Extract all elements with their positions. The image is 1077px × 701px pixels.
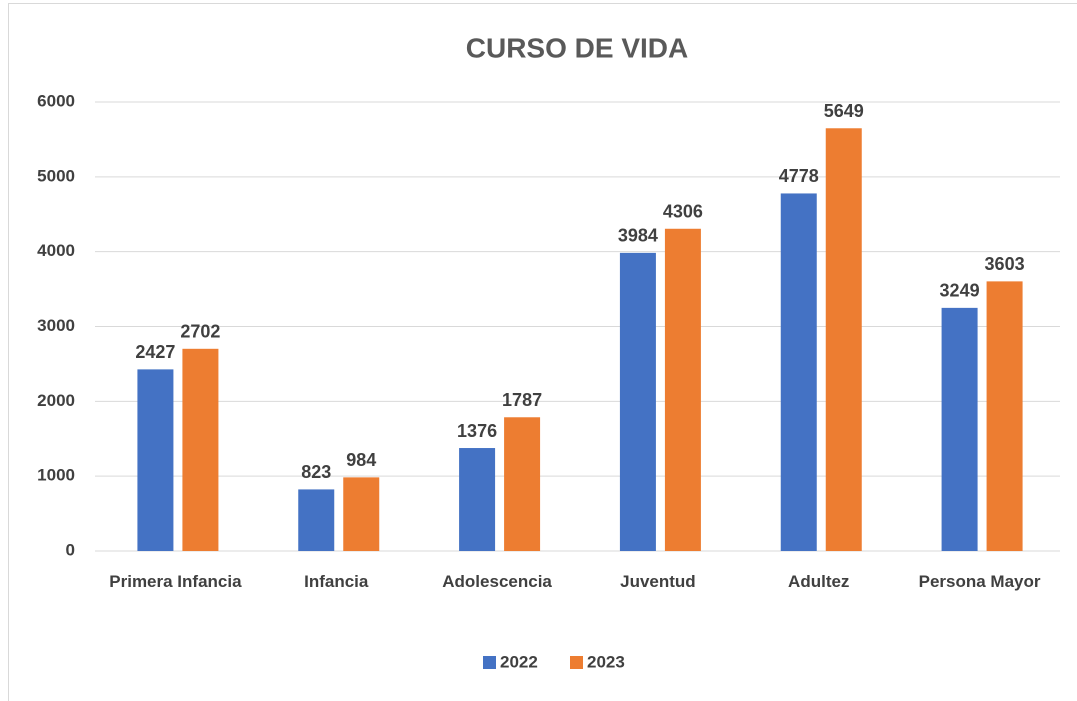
bar [619, 252, 656, 551]
data-label: 3249 [940, 281, 980, 301]
bar [825, 128, 862, 552]
data-label: 984 [346, 450, 376, 470]
bar [182, 348, 219, 551]
bar [664, 228, 701, 551]
data-label: 823 [301, 462, 331, 482]
x-tick-label: Primera Infancia [109, 572, 242, 591]
bar [504, 417, 541, 551]
chart-title: CURSO DE VIDA [466, 32, 688, 63]
y-tick-label: 1000 [37, 466, 75, 485]
chart-frame [8, 3, 1077, 701]
legend-swatch [483, 656, 496, 669]
x-tick-label: Adolescencia [442, 572, 552, 591]
x-tick-label: Persona Mayor [918, 572, 1041, 591]
bar [343, 477, 380, 551]
data-label: 2427 [135, 342, 175, 362]
x-tick-label: Juventud [620, 572, 696, 591]
legend-label: 2023 [587, 652, 625, 671]
data-label: 3603 [985, 254, 1025, 274]
x-tick-label: Adultez [788, 572, 850, 591]
y-tick-label: 6000 [37, 91, 75, 110]
legend-swatch [570, 656, 583, 669]
y-tick-label: 4000 [37, 241, 75, 260]
bar [459, 448, 496, 551]
y-tick-label: 5000 [37, 166, 75, 185]
data-label: 3984 [618, 226, 658, 246]
y-tick-label: 3000 [37, 316, 75, 335]
bar [298, 489, 335, 551]
data-label: 1787 [502, 390, 542, 410]
legend-label: 2022 [500, 652, 538, 671]
data-label: 2702 [180, 322, 220, 342]
data-label: 1376 [457, 421, 497, 441]
data-label: 5649 [824, 101, 864, 121]
data-label: 4306 [663, 202, 703, 222]
y-tick-label: 0 [66, 540, 75, 559]
bar [137, 369, 174, 551]
x-tick-label: Infancia [304, 572, 369, 591]
bar [986, 281, 1023, 551]
y-tick-label: 2000 [37, 391, 75, 410]
bar [780, 193, 817, 551]
data-label: 4778 [779, 166, 819, 186]
bar [941, 307, 978, 551]
